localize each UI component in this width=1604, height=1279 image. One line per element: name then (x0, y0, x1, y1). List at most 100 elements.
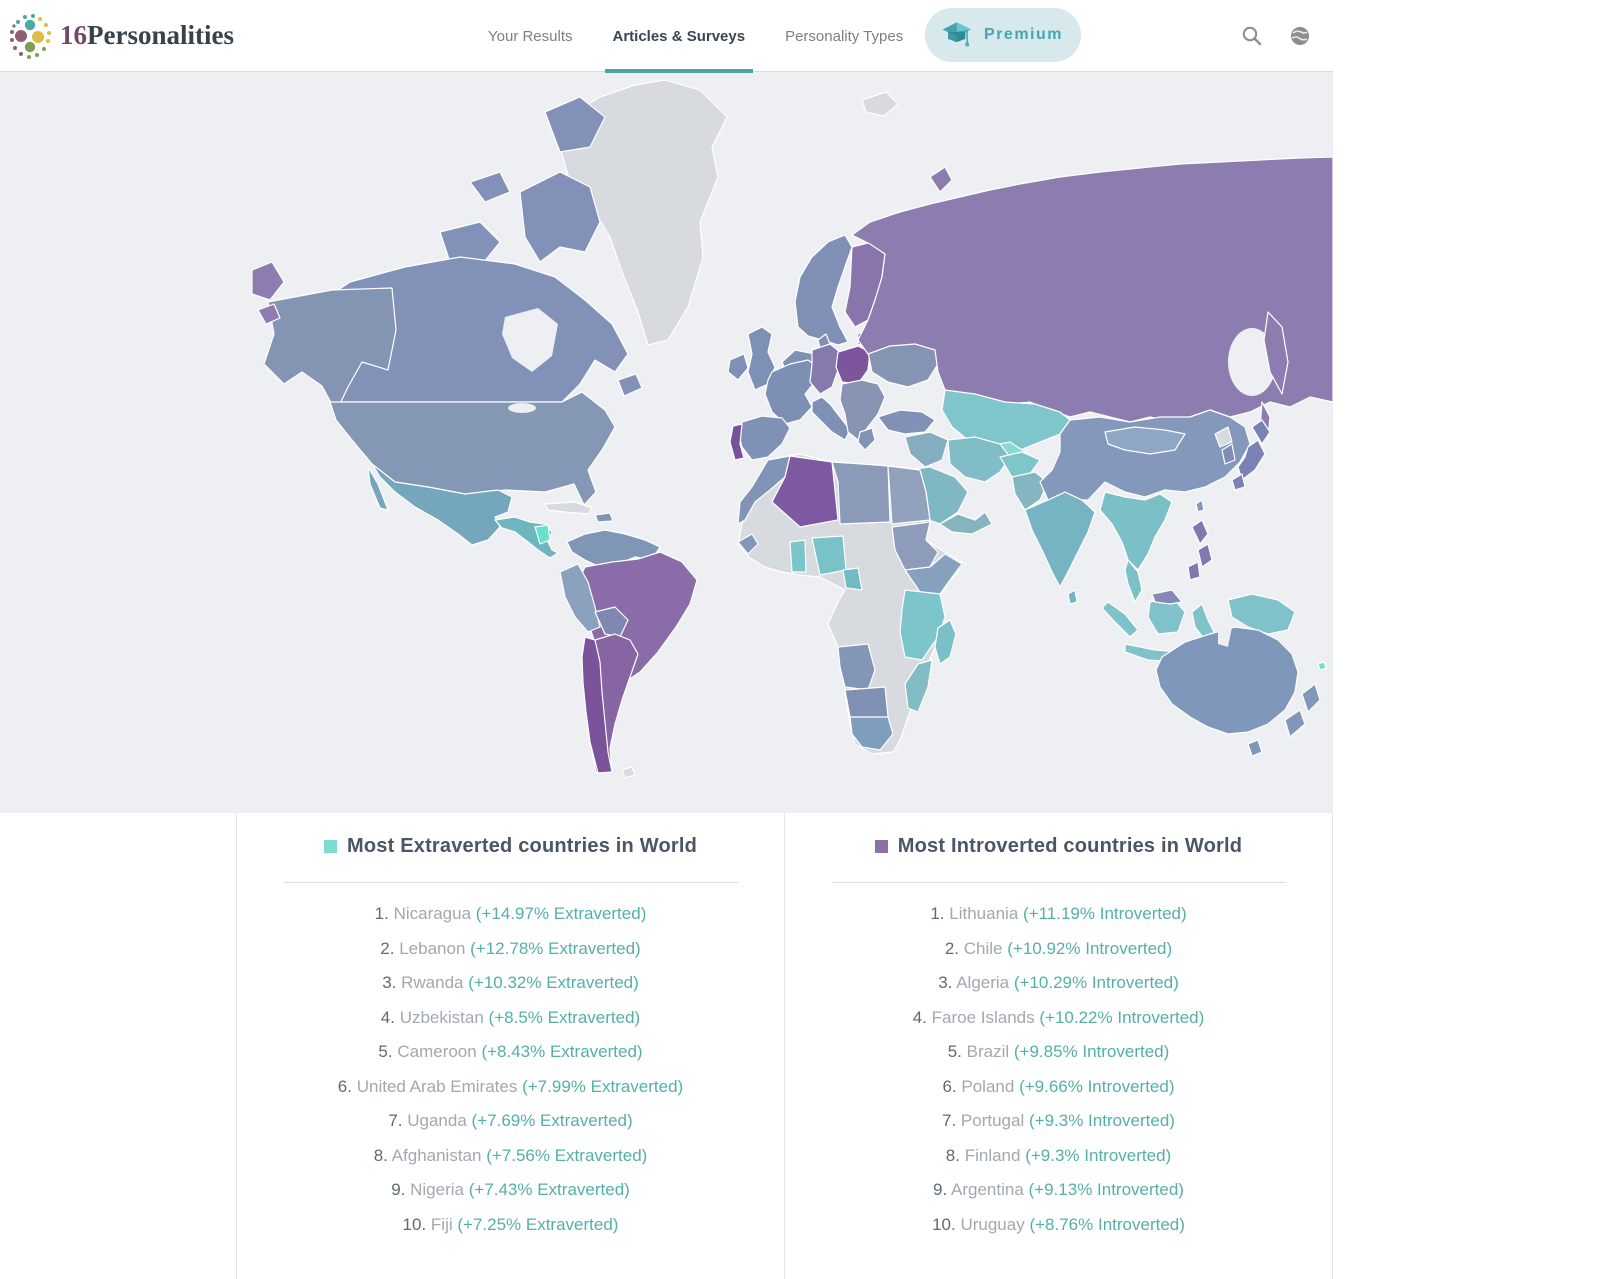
brand-dots-icon (10, 13, 51, 59)
region-mongolia[interactable] (1104, 426, 1186, 455)
region-greenland[interactable] (559, 79, 728, 346)
region-sudan[interactable] (891, 521, 939, 571)
brand-logo[interactable]: 16Personalities (8, 12, 234, 60)
list-item: 8. Finland (+9.3% Introverted) (945, 1145, 1172, 1165)
list-item: 10. Uruguay (+8.76% Introverted) (932, 1214, 1185, 1234)
region-ireland[interactable] (727, 353, 749, 381)
region-alaska[interactable] (263, 287, 397, 413)
region-se-asia[interactable] (1099, 491, 1173, 571)
region-new-zealand-south[interactable] (1284, 709, 1306, 738)
list-item: 6. Poland (+9.66% Introverted) (942, 1076, 1175, 1096)
list-item: 4. Faroe Islands (+10.22% Introverted) (912, 1007, 1205, 1027)
world-map-svg (0, 72, 1333, 813)
region-nicaragua[interactable] (534, 524, 551, 545)
region-south-africa[interactable] (849, 716, 894, 751)
region-egypt[interactable] (887, 465, 931, 525)
region-sumatra[interactable] (1101, 601, 1139, 638)
region-mexico[interactable] (371, 463, 513, 546)
region-taiwan[interactable] (1195, 499, 1205, 513)
site-header: 16Personalities Your Results Articles & … (0, 0, 1333, 73)
panel-extraverted-header: Most Extraverted countries in World (237, 835, 784, 858)
list-item: 2. Lebanon (+12.78% Extraverted) (380, 938, 641, 958)
hudson-bay (502, 308, 558, 372)
region-baja[interactable] (367, 466, 389, 511)
list-item: 5. Brazil (+9.85% Introverted) (947, 1042, 1170, 1061)
region-madagascar[interactable] (934, 619, 957, 665)
region-japan-hokkaido[interactable] (1251, 419, 1271, 445)
region-italy[interactable] (811, 396, 851, 441)
region-canada-ellesmere[interactable] (544, 96, 606, 153)
premium-label: Premium (984, 26, 1063, 43)
region-fiji[interactable] (1317, 661, 1327, 671)
region-philippines[interactable] (1191, 519, 1209, 545)
region-tasmania[interactable] (1247, 739, 1263, 757)
region-svalbard[interactable] (861, 91, 899, 117)
region-senegal[interactable] (737, 533, 759, 555)
list-item: 8. Afghanistan (+7.56% Extraverted) (373, 1145, 648, 1165)
region-new-guinea[interactable] (1227, 593, 1296, 635)
premium-button[interactable]: Premium (925, 8, 1081, 62)
region-poland[interactable] (835, 345, 871, 385)
introverted-swatch-icon (874, 840, 888, 853)
region-japan-kyushu[interactable] (1231, 473, 1246, 491)
nav-articles-surveys[interactable]: Articles & Surveys (593, 0, 766, 73)
region-cameroon[interactable] (842, 567, 863, 591)
search-icon[interactable] (1241, 25, 1263, 47)
nav-your-results[interactable]: Your Results (488, 27, 573, 45)
list-item: 9. Nigeria (+7.43% Extraverted) (391, 1180, 630, 1199)
region-namibia-botswana[interactable] (844, 686, 889, 721)
region-mozambique[interactable] (904, 659, 933, 713)
region-turkey[interactable] (877, 409, 936, 435)
region-hispaniola[interactable] (594, 512, 614, 523)
region-cuba[interactable] (544, 501, 593, 515)
list-item: 7. Uganda (+7.69% Extraverted) (388, 1111, 633, 1130)
region-chile[interactable] (581, 636, 613, 774)
region-canada-victoria[interactable] (439, 221, 501, 268)
extraverted-swatch-icon (323, 840, 337, 853)
region-chukotka[interactable] (251, 261, 285, 301)
list-item: 3. Algeria (+10.29% Introverted) (938, 973, 1179, 992)
region-malay-peninsula[interactable] (1124, 559, 1143, 603)
region-peru[interactable] (559, 563, 601, 633)
region-canada-baffin[interactable] (519, 171, 601, 263)
region-north-korea[interactable] (1214, 426, 1233, 448)
list-item: 4. Uzbekistan (+8.5% Extraverted) (380, 1007, 641, 1027)
region-east-africa[interactable] (899, 589, 946, 661)
brand-text: 16Personalities (60, 20, 234, 50)
region-libya[interactable] (831, 461, 891, 525)
region-bolivia[interactable] (594, 606, 629, 638)
region-ghana[interactable] (789, 539, 807, 573)
nav-personality-types[interactable]: Personality Types (785, 27, 904, 45)
region-balkans[interactable] (839, 379, 886, 441)
region-new-zealand-north[interactable] (1301, 683, 1321, 713)
list-item: 10. Fiji (+7.25% Extraverted) (402, 1214, 619, 1234)
region-australia[interactable] (1155, 626, 1299, 735)
region-portugal[interactable] (729, 423, 745, 461)
region-malaysia-borneo[interactable] (1151, 589, 1183, 605)
region-angola[interactable] (837, 643, 876, 691)
region-central-europe[interactable] (809, 343, 841, 395)
region-kamchatka[interactable] (1263, 311, 1289, 395)
region-japan-honshu[interactable] (1237, 439, 1266, 481)
panel-divider-line (831, 882, 1286, 883)
region-yemen-oman[interactable] (939, 511, 993, 535)
region-philippines-c[interactable] (1187, 561, 1201, 581)
region-philippines-b[interactable] (1197, 543, 1213, 568)
region-pakistan[interactable] (1011, 471, 1049, 511)
list-item: 1. Nicaragua (+14.97% Extraverted) (374, 904, 647, 923)
region-sri-lanka[interactable] (1067, 589, 1078, 605)
region-novaya-zemlya[interactable] (929, 166, 953, 193)
region-afghanistan[interactable] (999, 451, 1041, 478)
region-falklands[interactable] (621, 766, 636, 779)
region-china[interactable] (1039, 409, 1251, 501)
region-canada-island-a[interactable] (469, 171, 511, 203)
extraverted-rank-list: 1. Nicaragua (+14.97% Extraverted) 2. Le… (237, 897, 784, 1242)
region-chukotka-b[interactable] (257, 303, 281, 325)
region-south-korea[interactable] (1221, 443, 1236, 465)
globe-icon[interactable] (1289, 25, 1311, 47)
region-iran[interactable] (947, 436, 1011, 483)
region-greece[interactable] (857, 427, 876, 451)
region-canada-newfoundland[interactable] (617, 373, 643, 397)
panel-introverted-header: Most Introverted countries in World (785, 835, 1332, 858)
region-levant-iraq[interactable] (904, 431, 949, 468)
